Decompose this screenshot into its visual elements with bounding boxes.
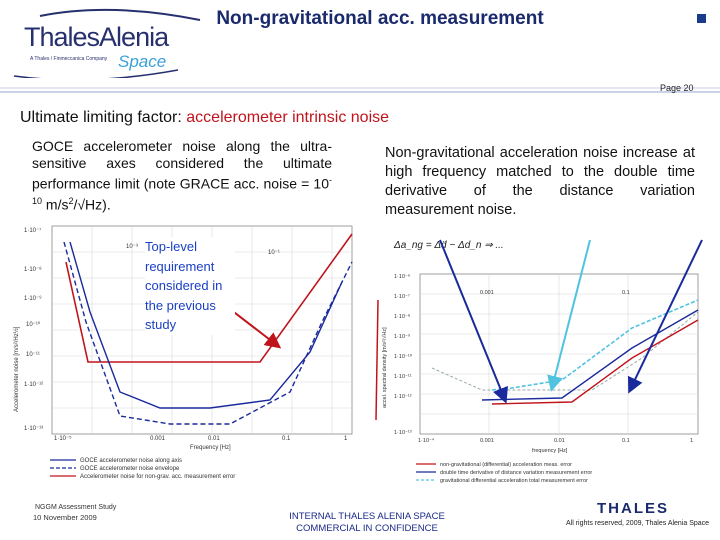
thales-alenia-logo: ThalesAlenia <box>24 22 169 52</box>
left-ytick-6: 1·10⁻¹³ <box>24 426 43 432</box>
left-paragraph-unit: m/s <box>42 196 69 213</box>
footer-classification-line1: INTERNAL THALES ALENIA SPACE <box>289 511 445 522</box>
footer-rights: All rights reserved, 2009, Thales Alenia… <box>566 520 710 527</box>
left-ytick-2: 1·10⁻⁹ <box>24 295 42 302</box>
right-legend-1: double time derivative of distance varia… <box>440 470 592 476</box>
red-connector <box>375 299 379 421</box>
left-ytick-1: 1·10⁻⁸ <box>24 266 42 273</box>
left-ytick-3: 10⁻¹⁰ <box>26 321 41 328</box>
footer-project: NGGM Assessment Study <box>35 504 117 511</box>
left-legend-0: GOCE accelerometer noise along axis <box>80 458 182 464</box>
left-ytick-0: 1·10⁻⁷ <box>24 227 41 234</box>
left-xtick-3: 0.1 <box>282 436 291 442</box>
right-xtick-3: 0.1 <box>622 438 630 444</box>
right-series-blue <box>481 309 699 401</box>
right-ytick-7: 1·10⁻¹³ <box>394 430 412 436</box>
logo-swoosh <box>13 8 201 78</box>
blue-arrow-bottom <box>439 239 508 404</box>
header-divider <box>0 87 720 93</box>
left-paragraph-unit-tail: /√Hz). <box>73 196 111 213</box>
heading-prefix: Ultimate limiting factor: <box>20 109 187 126</box>
left-legend-1: GOCE accelerometer noise envelope <box>80 466 180 472</box>
logo-tagline: A Thales / Finmeccanica Company <box>30 56 108 62</box>
left-xtick-0: 1·10⁻⁵ <box>54 435 72 442</box>
left-ytick-4: 10⁻¹¹ <box>26 352 40 358</box>
right-ytick-4: 1·10⁻¹⁰ <box>394 353 413 360</box>
left-xlabel: Frequency [Hz] <box>190 445 231 451</box>
left-paragraph-exponent: -10 <box>32 175 332 206</box>
thales-logo: THALES <box>597 500 669 517</box>
right-xtick-0: 1·10⁻⁴ <box>418 437 435 444</box>
right-grid <box>420 274 698 434</box>
right-xtick-1: 0.001 <box>480 438 494 444</box>
right-xtick-2: 0.01 <box>554 438 565 444</box>
right-ytick-3: 1·10⁻⁹ <box>394 333 410 340</box>
blue-arrow-right <box>627 239 703 394</box>
right-legend-2: gravitational differential acceleration … <box>440 478 588 484</box>
left-ylabel: Accelerometer noise [m/s²/Hz½] <box>13 326 20 412</box>
left-legend-2: Accelerometer noise for non-grav. acc. m… <box>80 474 235 480</box>
logo-space-word: Space <box>118 52 167 71</box>
right-legend-0: non-gravitational (differential) acceler… <box>440 462 572 468</box>
left-paragraph-unit-exp: 2 <box>68 195 74 206</box>
right-noise-chart: Δa_ng = Δd̈ − Δd_n ⇒ ... 1·10⁻⁶ 1·10⁻⁷ 1… <box>381 240 699 484</box>
left-xtick-1: 0.001 <box>150 436 166 442</box>
right-ytick-6: 1·10⁻¹² <box>394 394 412 400</box>
cyan-arrow <box>547 239 591 392</box>
footer-classification-line2: COMMERCIAL IN CONFIDENCE <box>296 523 438 534</box>
right-ylabel: accel. spectral density [m/s²/√Hz] <box>381 327 388 408</box>
right-ytick-2: 1·10⁻⁸ <box>394 313 410 320</box>
slide-heading: Ultimate limiting factor: accelerometer … <box>20 109 389 127</box>
left-goce-noise-curve <box>69 241 343 409</box>
page-title: Non-gravitational acc. measurement <box>216 8 544 29</box>
right-xlabel: frequency [Hz] <box>532 448 568 454</box>
left-goce-envelope-curve <box>63 241 353 425</box>
right-paragraph: Non-gravitational acceleration noise inc… <box>385 145 695 218</box>
left-ytick-5: 1·10⁻¹² <box>24 382 43 388</box>
right-ytick-5: 1·10⁻¹¹ <box>394 374 412 380</box>
requirement-callout: Top-level requirement considered in the … <box>145 237 235 335</box>
right-ytick-0: 1·10⁻⁶ <box>394 273 410 280</box>
corner-square <box>697 14 706 23</box>
right-inner-label-1: 0.001 <box>480 290 494 296</box>
right-ytick-1: 1·10⁻⁷ <box>394 293 410 300</box>
left-xtick-2: 0.01 <box>208 436 220 442</box>
left-inner-label: 10⁻¹ <box>268 250 280 256</box>
right-inner-label-2: 0.1 <box>622 290 630 296</box>
footer-classification: INTERNAL THALES ALENIA SPACE COMMERCIAL … <box>262 511 472 535</box>
right-series-red <box>491 319 699 405</box>
footer-date: 10 November 2009 <box>33 513 97 522</box>
left-inner-label-left: 10⁻³ <box>126 244 138 250</box>
right-formula: Δa_ng = Δd̈ − Δd_n ⇒ ... <box>393 240 504 251</box>
page-number: Page 20 <box>660 83 694 93</box>
heading-accent: accelerometer intrinsic noise <box>186 109 390 126</box>
left-paragraph-main: GOCE accelerometer noise along the ultra… <box>32 138 332 192</box>
right-xtick-4: 1 <box>690 438 693 444</box>
right-series-grey <box>431 311 699 391</box>
left-paragraph: GOCE accelerometer noise along the ultra… <box>32 138 332 213</box>
left-xtick-4: 1 <box>344 436 348 442</box>
